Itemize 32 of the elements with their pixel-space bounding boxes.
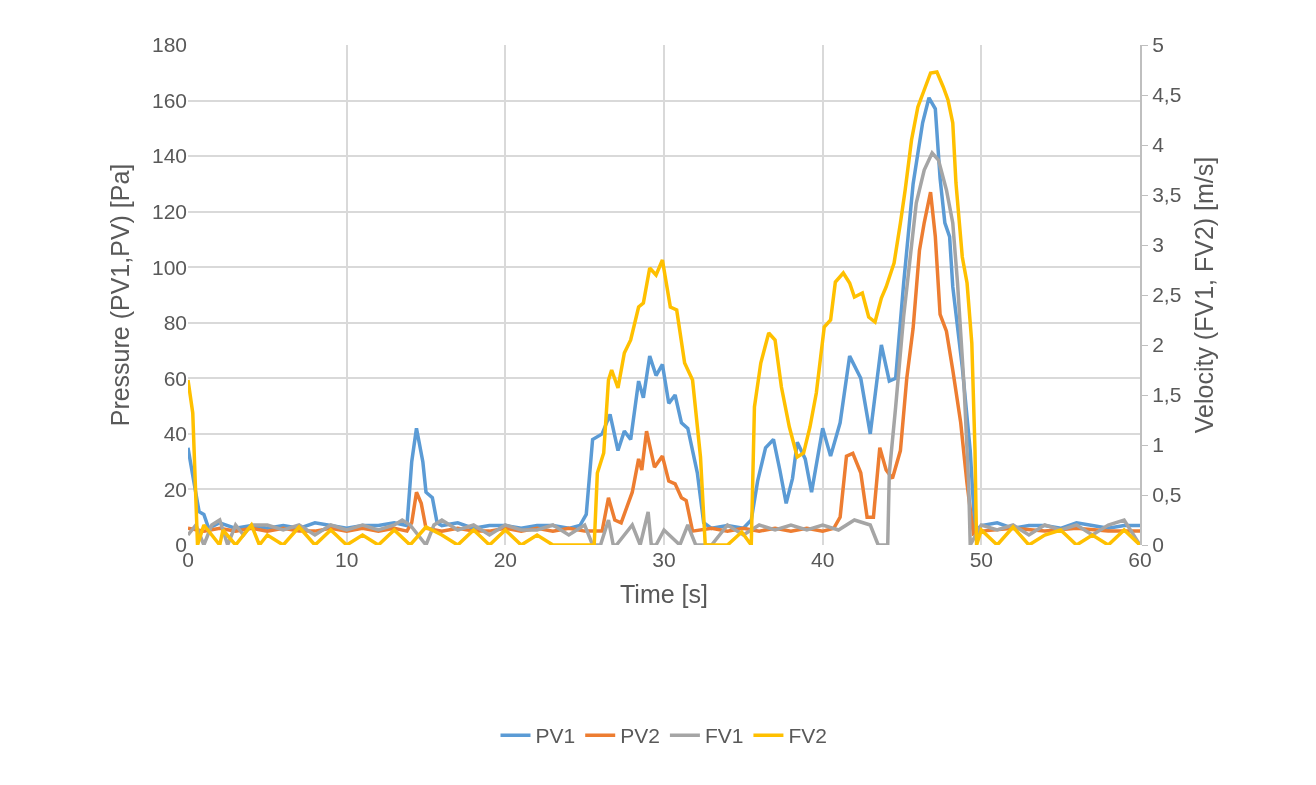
x-axis-title: Time [s] bbox=[620, 580, 708, 608]
legend-label: FV1 bbox=[704, 724, 744, 748]
y-tick-label: 120 bbox=[151, 200, 187, 224]
y2-tick-label: 1 bbox=[1152, 433, 1164, 457]
y2-axis-title: Velocity (FV1, FV2) [m/s] bbox=[1189, 156, 1218, 434]
y-tick-label: 60 bbox=[163, 366, 187, 390]
x-tick-label: 60 bbox=[1128, 548, 1152, 571]
legend-label: PV2 bbox=[620, 724, 660, 748]
y2-tick-label: 1,5 bbox=[1152, 383, 1182, 407]
x-tick-label: 20 bbox=[493, 548, 518, 571]
x-tick-label: 40 bbox=[810, 548, 835, 571]
y-tick-label: 40 bbox=[163, 422, 187, 446]
y2-tick-label: 3 bbox=[1152, 233, 1164, 257]
y-tick-label: 80 bbox=[163, 311, 187, 335]
y-tick-label: 20 bbox=[163, 477, 187, 501]
y-tick-label: 180 bbox=[151, 33, 187, 57]
y2-tick-label: 2 bbox=[1152, 333, 1164, 357]
y-tick-label: 140 bbox=[151, 144, 187, 168]
x-tick-label: 50 bbox=[969, 548, 994, 571]
y-tick-label: 160 bbox=[151, 88, 187, 112]
y2-tick-label: 2,5 bbox=[1152, 283, 1182, 307]
x-tick-label: 10 bbox=[334, 548, 359, 571]
y2-tick-label: 3,5 bbox=[1152, 183, 1182, 207]
legend-label: PV1 bbox=[535, 724, 576, 748]
y2-tick-label: 0,5 bbox=[1152, 483, 1182, 507]
x-tick-label: 30 bbox=[652, 548, 676, 571]
y2-tick-label: 4 bbox=[1152, 133, 1165, 157]
y-axis-title: Pressure (PV1,PV) [Pa] bbox=[105, 163, 134, 427]
y2-tick-label: 5 bbox=[1152, 33, 1164, 57]
y2-tick-label: 4,5 bbox=[1152, 83, 1182, 107]
y-tick-label: 100 bbox=[151, 255, 187, 279]
legend-label: FV2 bbox=[788, 724, 827, 748]
